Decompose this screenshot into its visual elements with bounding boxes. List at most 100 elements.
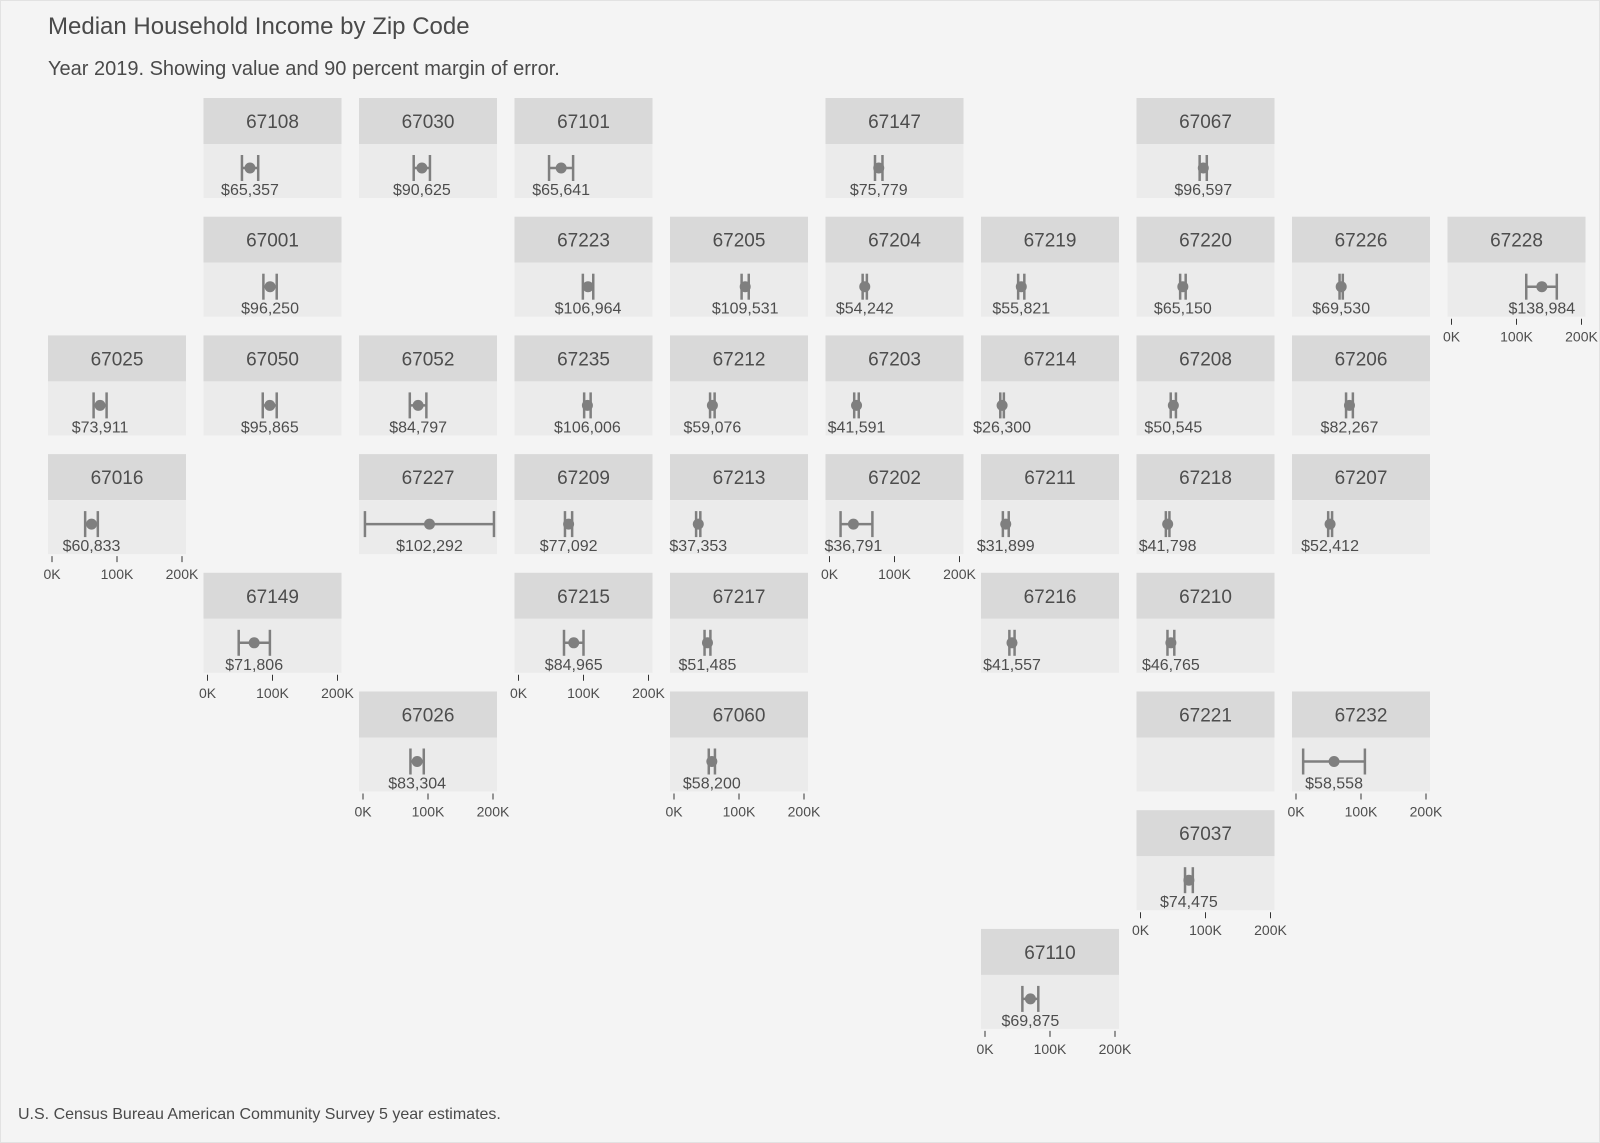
x-tick-label: 200K: [477, 804, 510, 820]
facet-strip-label: 67212: [713, 349, 766, 370]
facet-strip: [359, 691, 497, 738]
facet-strip-label: 67207: [1335, 468, 1388, 489]
value-label: $26,300: [973, 419, 1031, 436]
facet-panel: [1447, 262, 1586, 317]
facet-strip-label: 67025: [91, 349, 144, 370]
facet-strip: [203, 335, 342, 382]
facet-strip-label: 67218: [1179, 468, 1232, 489]
estimate-point: [581, 399, 593, 411]
facet-strip-label: 67204: [868, 231, 921, 252]
facet-67228: 67228 $138,984 0K 100K 200K: [1443, 216, 1599, 345]
facet-strip: [1136, 454, 1275, 501]
facet-strip-label: 67110: [1024, 943, 1075, 964]
value-label: $69,530: [1312, 301, 1370, 318]
value-label: $60,833: [63, 538, 121, 555]
facet-strip: [981, 928, 1119, 975]
estimate-point: [739, 281, 751, 293]
x-tick-label: 0K: [665, 804, 683, 820]
facet-strip-label: 67050: [246, 349, 299, 370]
facet-67219: 67219 $55,821: [981, 216, 1119, 318]
estimate-point: [1162, 518, 1174, 530]
facet-67067: 67067 $96,597: [1136, 98, 1275, 199]
x-tick-label: 200K: [1565, 329, 1598, 345]
chart-title: Median Household Income by Zip Code: [48, 13, 470, 40]
estimate-point: [847, 518, 859, 530]
facet-strip: [670, 335, 808, 382]
facet-strip-label: 67213: [713, 468, 766, 489]
facet-strip-label: 67060: [713, 706, 766, 727]
facet-strip-label: 67221: [1179, 706, 1232, 727]
value-label: $50,545: [1144, 419, 1202, 436]
facet-strip: [981, 216, 1119, 263]
facet-67216: 67216 $41,557: [981, 572, 1119, 674]
facet-67149: 67149 $71,806 0K 100K 200K: [199, 572, 355, 701]
facet-strip-label: 67227: [402, 468, 455, 489]
facet-strip-label: 67211: [1024, 468, 1075, 489]
facet-panel: [825, 262, 964, 317]
facet-strip: [825, 98, 964, 144]
x-tick-label: 0K: [43, 566, 61, 582]
estimate-point: [1006, 637, 1018, 649]
x-tick-label: 0K: [976, 1041, 994, 1057]
facet-67037: 67037 $74,475 0K 100K 200K: [1132, 810, 1288, 938]
value-label: $83,304: [388, 776, 446, 793]
facet-panel: [1136, 618, 1275, 673]
facet-67203: 67203 $41,591: [825, 335, 964, 436]
facet-strip-label: 67206: [1335, 349, 1388, 370]
facet-strip: [1136, 572, 1275, 619]
facet-strip: [1292, 691, 1430, 738]
facet-67202: 67202 $36,791 0K 100K 200K: [821, 454, 977, 582]
facet-67223: 67223 $106,964: [514, 216, 653, 318]
facet-strip: [48, 454, 186, 501]
x-tick-label: 200K: [166, 566, 199, 582]
value-label: $102,292: [396, 538, 463, 555]
facet-strip: [359, 454, 497, 501]
facet-strip-label: 67202: [868, 468, 921, 489]
facet-67147: 67147 $75,779: [825, 98, 964, 199]
facet-panel: [670, 618, 808, 673]
facet-strip-label: 67030: [402, 112, 455, 133]
facet-panel: [670, 381, 808, 436]
estimate-point: [412, 399, 424, 411]
facet-67213: 67213 $37,353: [669, 454, 808, 555]
value-label: $41,798: [1139, 538, 1197, 555]
estimate-point: [1015, 281, 1027, 293]
estimate-point: [1183, 874, 1195, 886]
value-label: $84,965: [545, 657, 603, 674]
facet-strip-label: 67216: [1024, 587, 1077, 608]
facet-strip: [1292, 216, 1430, 263]
value-label: $74,475: [1160, 894, 1218, 911]
facet-panel: [359, 737, 497, 792]
facet-strip-label: 67108: [246, 112, 299, 133]
facet-strip: [1292, 335, 1430, 382]
facet-strip: [981, 335, 1119, 382]
value-label: $106,964: [555, 301, 622, 318]
facet-panel: [670, 500, 808, 555]
estimate-point: [706, 399, 718, 411]
estimate-point: [86, 518, 98, 530]
x-tick-label: 200K: [943, 566, 976, 582]
facet-panel: [670, 737, 808, 792]
value-label: $96,250: [241, 301, 299, 318]
x-tick-label: 0K: [821, 566, 839, 582]
facet-strip-label: 67210: [1179, 587, 1232, 608]
value-label: $58,558: [1305, 776, 1363, 793]
estimate-point: [244, 162, 256, 174]
facet-67210: 67210 $46,765: [1136, 572, 1275, 674]
x-tick-label: 100K: [1345, 804, 1378, 820]
estimate-point: [582, 281, 594, 293]
estimate-point: [701, 637, 713, 649]
estimate-point: [1536, 281, 1548, 293]
facet-67030: 67030 $90,625: [359, 98, 497, 199]
x-tick-label: 0K: [1443, 329, 1461, 345]
facet-strip-label: 67217: [713, 587, 766, 608]
facet-strip-label: 67228: [1490, 231, 1543, 252]
value-label: $77,092: [540, 538, 598, 555]
facet-67215: 67215 $84,965 0K 100K 200K: [510, 572, 666, 701]
facet-strip: [514, 98, 653, 144]
facet-panel: [1136, 856, 1275, 911]
value-label: $71,806: [225, 657, 283, 674]
facet-panel: [981, 262, 1119, 317]
